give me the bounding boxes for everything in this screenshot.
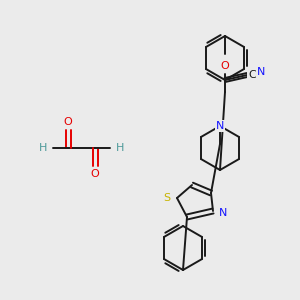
Text: H: H	[116, 143, 124, 153]
Text: N: N	[219, 208, 227, 218]
Text: O: O	[91, 169, 99, 179]
Text: O: O	[220, 61, 230, 71]
Text: O: O	[64, 117, 72, 127]
Text: H: H	[39, 143, 47, 153]
Text: N: N	[216, 121, 224, 131]
Text: C: C	[248, 70, 256, 80]
Text: S: S	[164, 193, 171, 203]
Text: N: N	[257, 67, 265, 77]
